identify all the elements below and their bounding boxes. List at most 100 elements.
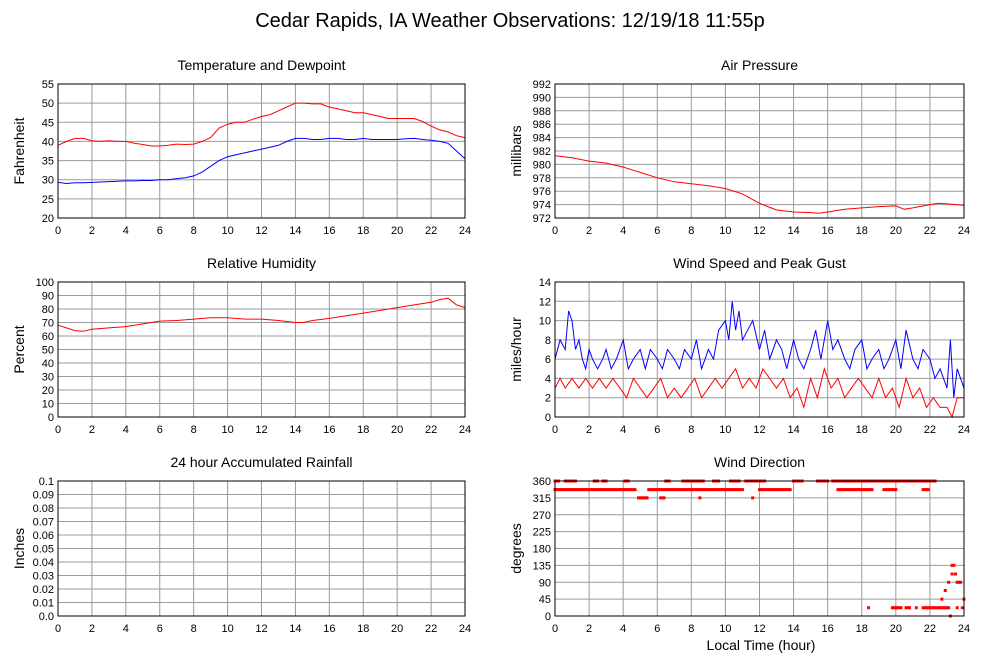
rain-y-tick-label: 0.05 [33, 544, 54, 556]
temp-x-tick-label: 2 [89, 225, 95, 237]
direction-point [940, 597, 944, 601]
direction-x-tick-label: 8 [688, 623, 694, 635]
direction-point [572, 488, 576, 492]
direction-point [727, 488, 731, 492]
rain-x-tick-label: 2 [89, 623, 95, 635]
pressure-x-tick-label: 20 [890, 225, 902, 237]
rain-y-tick-label: 0.0 [39, 611, 54, 623]
x-axis-label: Local Time (hour) [707, 637, 816, 653]
direction-point [759, 488, 763, 492]
direction-x-tick-label: 14 [787, 623, 799, 635]
direction-point [846, 488, 850, 492]
pressure-y-tick-label: 976 [533, 186, 551, 198]
humidity-x-tick-label: 6 [157, 424, 163, 436]
direction-point [926, 488, 930, 492]
direction-x-tick-label: 24 [958, 623, 970, 635]
wind-x-tick-label: 12 [753, 424, 765, 436]
pressure-x-tick-label: 2 [586, 225, 592, 237]
direction-point [945, 606, 949, 610]
direction-point [659, 496, 663, 500]
direction-point [643, 496, 647, 500]
direction-point [662, 488, 666, 492]
humidity-plot-frame [57, 281, 466, 418]
rain-x-tick-label: 4 [123, 623, 129, 635]
direction-point [623, 488, 627, 492]
direction-point [957, 580, 961, 584]
wind-x-tick-label: 8 [688, 424, 694, 436]
direction-point [882, 488, 886, 492]
pressure-x-tick-label: 12 [753, 225, 765, 237]
direction-point [667, 488, 671, 492]
direction-point [711, 488, 715, 492]
direction-point [669, 488, 673, 492]
temp-series-0-line [57, 102, 466, 147]
direction-point [647, 488, 651, 492]
pressure-y-tick-label: 980 [533, 159, 551, 171]
direction-point [633, 488, 637, 492]
humidity-y-tick-label: 20 [42, 385, 54, 397]
direction-point [931, 606, 935, 610]
direction-point [851, 488, 855, 492]
direction-point [923, 488, 927, 492]
direction-point [739, 488, 743, 492]
direction-point [892, 606, 896, 610]
direction-point [597, 488, 601, 492]
direction-point [621, 488, 625, 492]
direction-x-tick-label: 18 [856, 623, 868, 635]
temp-x-tick-label: 18 [357, 225, 369, 237]
direction-panel: Wind Directiondegrees0459013518022527031… [508, 454, 970, 635]
wind-x-tick-label: 22 [924, 424, 936, 436]
humidity-x-tick-label: 14 [289, 424, 301, 436]
direction-point [950, 572, 954, 576]
pressure-y-tick-label: 974 [533, 200, 551, 212]
pressure-y-tick-label: 982 [533, 146, 551, 158]
direction-point [960, 606, 964, 610]
direction-point [631, 488, 635, 492]
direction-point [940, 606, 944, 610]
pressure-y-tick-label: 990 [533, 92, 551, 104]
temp-x-tick-label: 14 [289, 225, 301, 237]
direction-y-tick-label: 135 [533, 560, 551, 572]
pressure-x-tick-label: 14 [787, 225, 799, 237]
wind-x-tick-label: 20 [890, 424, 902, 436]
direction-point [568, 488, 572, 492]
direction-y-tick-label: 90 [539, 577, 551, 589]
direction-point [577, 488, 581, 492]
rain-x-tick-label: 0 [55, 623, 61, 635]
direction-point [936, 606, 940, 610]
direction-point [921, 606, 925, 610]
pressure-x-tick-label: 8 [688, 225, 694, 237]
pressure-y-tick-label: 992 [533, 79, 551, 91]
wind-x-tick-label: 4 [620, 424, 626, 436]
direction-point [665, 488, 669, 492]
direction-point [579, 488, 583, 492]
direction-point [563, 488, 567, 492]
direction-point [955, 580, 959, 584]
temp-series-1-line [57, 137, 466, 185]
direction-point [763, 488, 767, 492]
direction-point [573, 488, 577, 492]
wind-y-axis-label: miles/hour [508, 317, 524, 382]
pressure-x-tick-label: 18 [856, 225, 868, 237]
direction-point [616, 488, 620, 492]
direction-point [693, 488, 697, 492]
direction-point [618, 488, 622, 492]
direction-point [720, 488, 724, 492]
temp-y-tick-label: 45 [42, 117, 54, 129]
direction-y-tick-label: 225 [533, 527, 551, 539]
direction-point [773, 488, 777, 492]
direction-point [691, 488, 695, 492]
direction-point [725, 488, 729, 492]
direction-point [608, 488, 612, 492]
direction-point [580, 488, 584, 492]
direction-point [885, 488, 889, 492]
direction-point [735, 488, 739, 492]
direction-point [662, 496, 666, 500]
direction-plot-frame [554, 480, 965, 617]
direction-point [703, 488, 707, 492]
direction-x-tick-label: 6 [654, 623, 660, 635]
direction-point [836, 488, 840, 492]
pressure-y-axis-label: millibars [508, 125, 524, 176]
direction-point [613, 488, 617, 492]
